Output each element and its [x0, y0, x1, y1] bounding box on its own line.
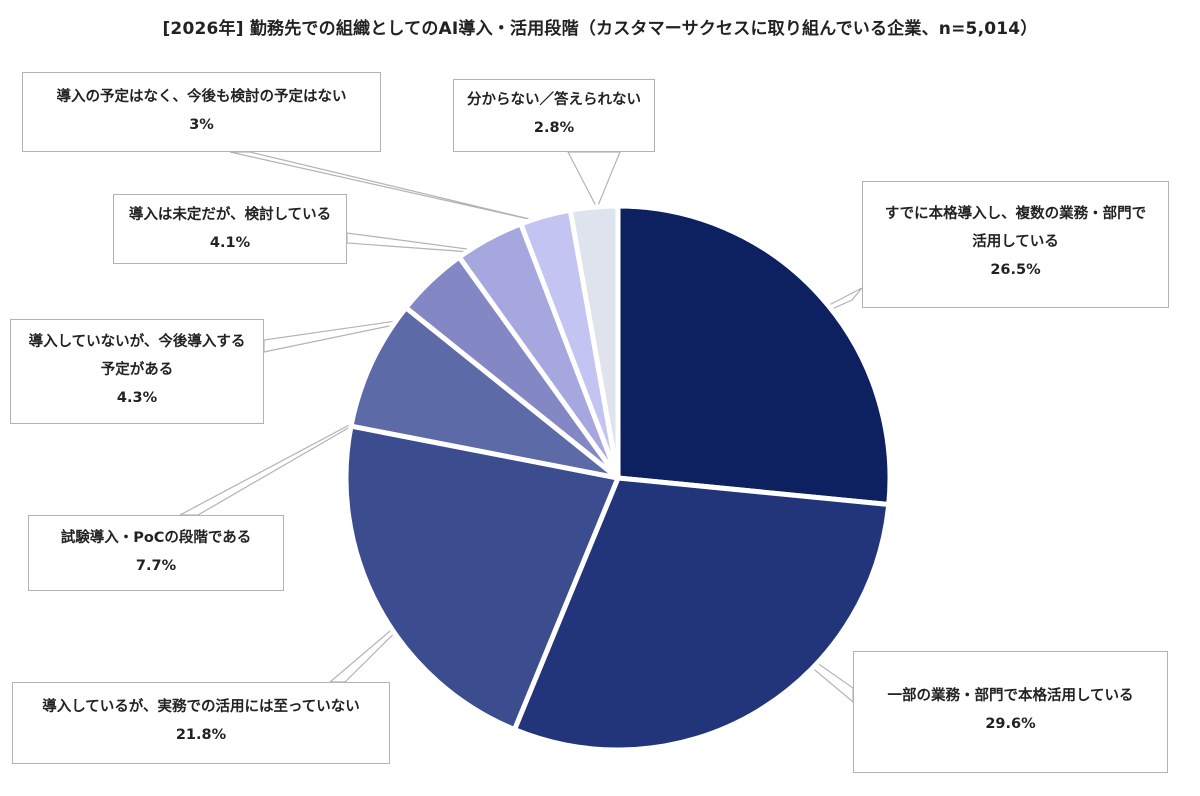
- slice-label-line: 導入の予定はなく、今後も検討の予定はない: [56, 89, 347, 105]
- slice-label-line: 分からない／答えられない: [467, 92, 641, 108]
- slice-value-label: 4.3: [11, 384, 263, 412]
- slice-label-line: 導入していないが、今後導入する: [28, 334, 246, 350]
- pie-slice-0: [615, 203, 893, 508]
- callout-slice-1: 一部の業務・部門で本格活用している 29.6: [853, 651, 1168, 773]
- callout-pointer-7: [567, 151, 621, 210]
- slice-value-label: 26.5: [863, 256, 1168, 284]
- slice-label-line: 一部の業務・部門で本格活用している: [887, 688, 1134, 704]
- slice-label-line: 予定がある: [100, 362, 174, 378]
- slice-label-line: 導入しているが、実務での活用には至っていない: [42, 699, 360, 715]
- slice-label-line: 試験導入・PoCの段階である: [60, 530, 252, 546]
- slice-label-line: 導入は未定だが、検討している: [128, 207, 332, 223]
- callout-slice-0: すでに本格導入し、複数の業務・部門で 活用している 26.5: [862, 181, 1169, 308]
- slice-value-label: 2.8: [454, 114, 654, 142]
- pie-slice-2: [343, 423, 621, 733]
- callout-slice-5: 導入は未定だが、検討している 4.1: [113, 194, 347, 264]
- callout-slice-6: 導入の予定はなく、今後も検討の予定はない 3: [22, 72, 381, 152]
- slice-value-label: 3: [23, 111, 380, 139]
- pie-slice-3: [348, 305, 621, 481]
- pie-slice-7: [567, 203, 621, 481]
- slice-value-label: 21.8: [13, 721, 389, 749]
- slice-label-line: すでに本格導入し、複数の業務・部門で: [884, 206, 1147, 222]
- callout-slice-2: 導入しているが、実務での活用には至っていない 21.8: [12, 682, 390, 764]
- slice-value-label: 7.7: [29, 552, 283, 580]
- slice-value-label: 29.6: [854, 710, 1167, 738]
- callout-slice-7: 分からない／答えられない 2.8: [453, 79, 655, 152]
- pie-slice-1: [512, 475, 892, 753]
- slice-value-label: 4.1: [114, 229, 346, 257]
- callout-pointer-6: [229, 151, 543, 223]
- chart-title: [2026年] 勤務先での組織としてのAI導入・活用段階（カスタマーサクセスに取…: [162, 19, 1038, 39]
- callout-slice-3: 試験導入・PoCの段階である 7.7: [28, 515, 284, 591]
- slice-label-line: 活用している: [972, 234, 1059, 250]
- callout-slice-4: 導入していないが、今後導入する 予定がある 4.3: [10, 319, 264, 424]
